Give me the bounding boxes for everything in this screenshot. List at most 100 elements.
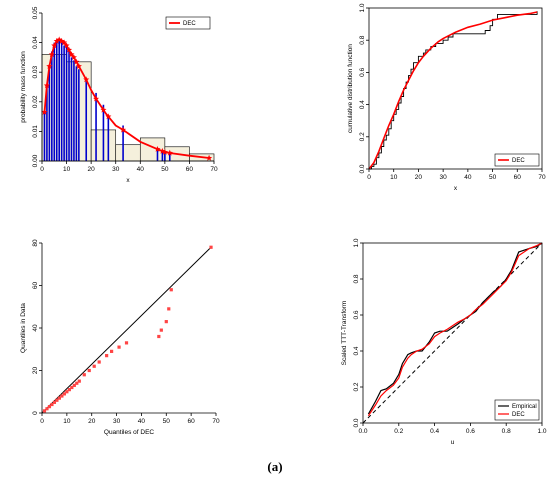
qq-point (209, 245, 213, 249)
cdf-x-tick-label: 70 (538, 174, 546, 181)
cdf-legend-box (494, 153, 540, 167)
qq-x-tick-label: 20 (88, 418, 96, 425)
qq-point (57, 396, 61, 400)
qq-point (42, 409, 47, 413)
ttt-y-axis-label: Scaled TTT-Transform (341, 301, 348, 366)
dec-fit-point (166, 149, 173, 156)
pmf-y-axis-label: probability mass function (20, 51, 27, 123)
qq-point (157, 334, 161, 339)
dec-fit-point (100, 106, 107, 113)
qq-point (82, 373, 86, 377)
qq-reference-line (41, 246, 212, 414)
qq-x-tick-label: 40 (138, 418, 146, 425)
qq-point (70, 385, 74, 390)
dec-fit-point (206, 154, 213, 161)
pmf-chart: 0 10 20 30 40 50 60 70 0.00 0.01 0.02 0.03 0.04 0.05 x… (20, 6, 218, 184)
cdf-plot-frame (368, 7, 543, 170)
dec-fit-point (63, 42, 70, 49)
ttt-y-tick-label: 0.2 (353, 382, 360, 391)
dec-fit-point (70, 54, 77, 60)
ttt-legend-box (494, 399, 540, 421)
dec-fit-point (154, 146, 161, 152)
qq-point (87, 368, 91, 373)
ttt-y-tick-label: 1.0 (353, 238, 360, 247)
qq-point (117, 345, 121, 349)
cdf-y-tick-label: 0.0 (359, 164, 366, 173)
pmf-x-tick-label: 40 (137, 166, 145, 173)
cdf-x-tick-label: 50 (489, 174, 497, 181)
ttt-diagonal (362, 242, 543, 424)
qq-point (45, 407, 49, 411)
qq-point (124, 341, 129, 345)
cdf-x-axis-label: x (454, 185, 458, 192)
ttt-x-tick-label: 0.2 (394, 428, 403, 435)
pmf-x-tick-label: 30 (112, 166, 120, 173)
dec-fit-point (66, 46, 73, 53)
ttt-x-tick-label: 0.6 (466, 428, 475, 435)
qq-x-tick-label: 10 (63, 418, 71, 425)
ttt-x-tick-label: 0.8 (502, 428, 511, 435)
pmf-y-tick-label: 0.00 (32, 154, 39, 167)
cdf-x-tick-label: 40 (464, 174, 472, 181)
cdf-y-tick-label: 0.6 (359, 68, 366, 77)
cdf-y-axis-label: cumulative distribution function (347, 44, 354, 133)
ttt-y-tick-label: 0.4 (353, 346, 360, 355)
ttt-y-tick-label: 0.0 (353, 418, 360, 427)
qq-y-tick-label: 20 (32, 367, 39, 375)
qq-point (62, 392, 66, 396)
qq-point (50, 402, 54, 407)
histogram-bin (139, 137, 166, 162)
cdf-x-tick-label: 30 (440, 174, 448, 181)
cdf-x-tick-label: 20 (415, 174, 423, 181)
cdf-chart: 0 10 20 30 40 50 60 70 0.0 0.2 0.4 0.6 0.8 1.0 x cumula… (347, 3, 546, 192)
qq-y-tick-label: 0 (32, 411, 39, 415)
dec-fit-point (73, 58, 80, 65)
qq-point (52, 400, 57, 404)
qq-x-tick-label: 50 (163, 418, 171, 425)
dec-fit-point (68, 51, 75, 57)
ttt-x-tick-label: 1.0 (537, 428, 546, 435)
pmf-legend-box (165, 16, 211, 30)
qq-y-axis-label: Quantiles in Data (20, 303, 27, 353)
qq-point (47, 405, 52, 409)
qq-point (65, 390, 69, 394)
dec-fit-point (46, 63, 53, 69)
pmf-y-tick-label: 0.01 (32, 125, 39, 138)
qq-point (55, 398, 59, 402)
ttt-x-tick-label: 0.0 (358, 428, 367, 435)
qq-point (105, 354, 109, 358)
cdf-x-tick-label: 0 (367, 174, 371, 181)
dec-cdf-line (368, 11, 538, 170)
qq-y-tick-label: 60 (32, 282, 39, 290)
dec-fit-point (53, 37, 60, 44)
qq-point (75, 381, 79, 385)
qq-point (97, 360, 101, 364)
pmf-y-tick-label: 0.05 (32, 6, 39, 19)
ttt-legend-label: Empirical (512, 404, 537, 410)
cdf-x-tick-label: 10 (390, 174, 398, 181)
dec-fit-point (75, 63, 82, 69)
dec-fit-point (105, 113, 112, 120)
ttt-plot-frame (362, 242, 543, 424)
dec-fit-point (41, 109, 48, 115)
cdf-legend-label: DEC (512, 158, 525, 164)
dec-fit-point (51, 42, 58, 49)
ttt-dec-line (367, 242, 543, 417)
ttt-x-axis-label: u (451, 439, 455, 446)
cdf-y-tick-label: 0.4 (359, 100, 366, 109)
pmf-y-tick-label: 0.04 (32, 36, 39, 49)
pmf-x-tick-label: 60 (186, 166, 194, 173)
dec-fit-point (93, 95, 100, 102)
ttt-y-tick-label: 0.6 (353, 310, 360, 319)
qq-plot: 0 10 20 30 40 50 60 70 0 20 40 60 80 Quantiles of DEC… (20, 239, 220, 436)
dec-fit-point (58, 37, 65, 44)
pmf-x-tick-label: 0 (40, 166, 44, 173)
qq-point (167, 307, 171, 311)
qq-y-tick-label: 40 (32, 324, 39, 332)
figure-caption: (a) (267, 459, 282, 474)
pmf-x-tick-label: 20 (88, 166, 96, 173)
pmf-y-tick-label: 0.02 (32, 95, 39, 108)
dec-fit-point (83, 76, 90, 83)
dec-fit-point (61, 39, 68, 46)
